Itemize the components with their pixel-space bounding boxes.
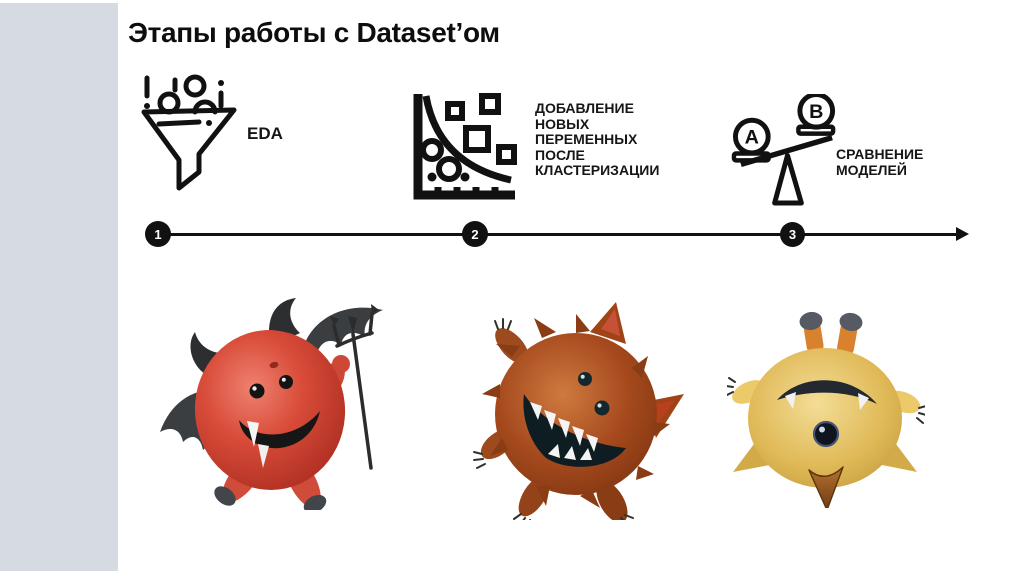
- funnel-icon: [141, 74, 237, 191]
- brown-furry-monster-illustration: [473, 302, 684, 520]
- devil-horn: [269, 298, 300, 338]
- timeline-line: [158, 233, 960, 236]
- monster-grin: [523, 394, 626, 467]
- timeline-arrowhead-icon: [956, 227, 969, 241]
- step-1-label: EDA: [247, 124, 283, 144]
- step-2-label-line: НОВЫХ: [535, 115, 590, 132]
- step-2-label-line: ПОСЛЕ: [535, 146, 585, 163]
- monster-mouth: [777, 380, 877, 404]
- step-3-label-line: СРАВНЕНИЕ: [836, 146, 924, 162]
- yellow-cyclops-monster-illustration: [727, 312, 925, 508]
- step-3-label-line: МОДЕЛЕЙ: [836, 161, 907, 178]
- step-2-label-line: КЛАСТЕРИЗАЦИИ: [535, 162, 660, 179]
- red-devil-monster-illustration: [160, 298, 383, 510]
- step-2-label-line: ДОБАВЛЕНИЕ: [535, 100, 634, 116]
- step-2-label-line: ПЕРЕМЕННЫХ: [535, 131, 638, 148]
- timeline-point-2: 2: [462, 221, 488, 247]
- step-3-label: СРАВНЕНИЕ МОДЕЛЕЙ: [836, 146, 924, 178]
- step-1-label-line: EDA: [247, 124, 283, 143]
- timeline-point-3: 3: [780, 222, 805, 247]
- step-2-label: ДОБАВЛЕНИЕ НОВЫХ ПЕРЕМЕННЫХ ПОСЛЕ КЛАСТЕ…: [535, 100, 660, 179]
- balance-weight-a-label: A: [745, 127, 759, 149]
- devil-mouth: [239, 411, 320, 449]
- slide-sidebar-panel: [0, 3, 118, 571]
- timeline-point-1: 1: [145, 221, 171, 247]
- balance-weight-b-label: B: [809, 101, 823, 123]
- monster-horn: [808, 466, 844, 508]
- scatter-plot-icon: [413, 93, 517, 200]
- page-title: Этапы работы с Dataset’ом: [128, 17, 500, 48]
- trident-icon: [332, 312, 374, 470]
- devil-right-wing: [302, 307, 383, 354]
- balance-scale-icon: A B: [731, 94, 836, 206]
